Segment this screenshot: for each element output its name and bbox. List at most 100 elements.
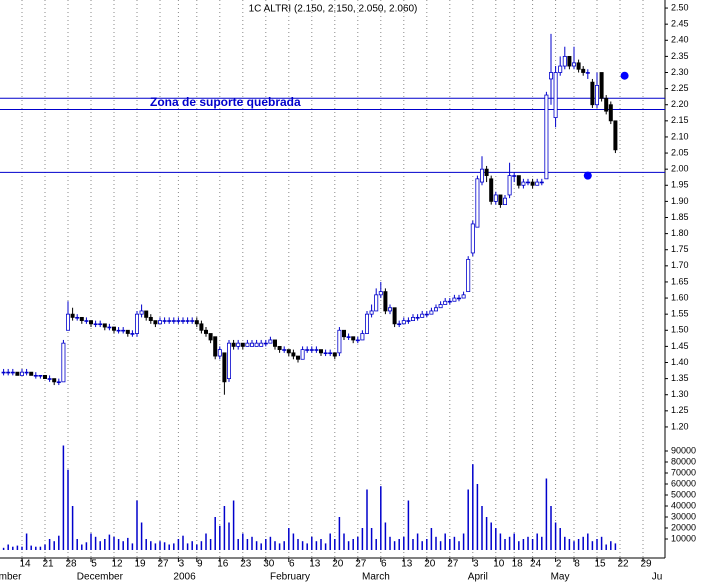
y-tick-label: 1.30 [671, 389, 689, 399]
candle-body [112, 326, 117, 331]
candle-body [176, 320, 181, 322]
y-tick-label: 1.80 [671, 228, 689, 238]
volume-bar [237, 539, 239, 550]
volume-bar [278, 543, 281, 550]
candle-body [512, 175, 517, 177]
candle-body [203, 329, 208, 334]
volume-bar [76, 539, 78, 550]
volume-bar [495, 528, 497, 550]
volume-bar [343, 533, 345, 550]
volume-bar [242, 533, 244, 550]
volume-bar [485, 517, 488, 550]
candle-body [231, 342, 236, 347]
x-tick-label: 3 [179, 559, 185, 570]
volume-bar [177, 539, 180, 550]
volume-bar [113, 536, 115, 550]
x-tick-label: 22 [617, 559, 629, 570]
x-tick-label: 27 [447, 559, 459, 570]
volume-bar [315, 541, 318, 550]
candle-body [70, 313, 75, 318]
volume-bar [508, 536, 511, 550]
volume-bar [25, 533, 28, 550]
volume-bar [214, 517, 216, 550]
candle-body [305, 349, 310, 351]
x-tick-label: 10 [493, 559, 505, 570]
volume-bar [117, 539, 120, 550]
volume-bar [44, 544, 46, 550]
candle-body [397, 323, 402, 326]
y-tick-label: 1.20 [671, 421, 689, 431]
month-label: mber [0, 572, 22, 582]
volume-bar [168, 544, 170, 550]
candle-body [590, 81, 595, 106]
candle-body [608, 104, 613, 122]
volume-bar [232, 500, 235, 550]
candle-body [438, 304, 443, 309]
volume-bar [140, 522, 143, 550]
volume-bar [16, 545, 19, 550]
candle-body [125, 329, 130, 334]
volume-bar [108, 534, 111, 550]
volume-bar [380, 486, 382, 550]
candle-body [162, 320, 167, 322]
volume-bar [81, 544, 83, 550]
y-tick-label: 2.10 [671, 131, 689, 141]
candle-body [19, 371, 24, 376]
volume-bar [513, 533, 515, 550]
candle-body [572, 62, 577, 67]
candle-body [89, 320, 94, 325]
candle-body [171, 320, 176, 322]
y-tick-label: 2.40 [671, 35, 689, 45]
candle-body [475, 178, 480, 228]
x-tick-label: 6 [289, 559, 295, 570]
volume-bar [283, 541, 285, 550]
candle-body [346, 336, 351, 338]
volume-bar [58, 535, 60, 550]
candle-body [259, 342, 264, 347]
x-tick-label: 20 [332, 559, 344, 570]
candle-body [272, 339, 277, 347]
candle-body [93, 323, 98, 326]
volume-bar [329, 533, 331, 550]
x-tick-label: 27 [157, 559, 169, 570]
volume-bar [366, 489, 368, 550]
volume-bar [476, 484, 479, 550]
volume-bar [306, 543, 308, 550]
y-tick-label: 2.35 [671, 51, 689, 61]
month-label: Ju [652, 572, 663, 582]
volume-bar [173, 543, 175, 550]
candle-body [355, 339, 360, 342]
volume-bar [605, 544, 607, 550]
volume-bar [412, 539, 414, 550]
y-tick-label: 2.45 [671, 19, 689, 29]
candle-body [29, 371, 34, 376]
volume-bar [200, 541, 203, 550]
x-tick-label: 5 [91, 559, 97, 570]
candle-body [254, 342, 259, 347]
candle-body [452, 297, 457, 302]
month-label: 2006 [173, 572, 196, 582]
volume-bar [472, 464, 474, 550]
volume-bar [596, 539, 598, 550]
volume-bar [255, 541, 258, 550]
volume-tick-label: 60000 [671, 478, 696, 488]
volume-bar [449, 539, 451, 550]
x-tick-label: 13 [401, 559, 413, 570]
volume-bar [531, 539, 534, 550]
x-tick-label: 6 [381, 559, 387, 570]
x-tick-label: 3 [473, 559, 479, 570]
candle-body [443, 300, 448, 305]
candle-body [217, 349, 222, 357]
volume-bar [444, 533, 446, 550]
volume-bar [587, 533, 589, 550]
candle-body [567, 55, 572, 67]
volume-bar [435, 536, 437, 550]
x-tick-label: 9 [197, 559, 203, 570]
x-tick-label: 16 [217, 559, 229, 570]
x-tick-label: 15 [594, 559, 606, 570]
volume-tick-label: 90000 [671, 445, 696, 455]
candle-body [208, 333, 213, 341]
volume-bar [182, 535, 184, 550]
